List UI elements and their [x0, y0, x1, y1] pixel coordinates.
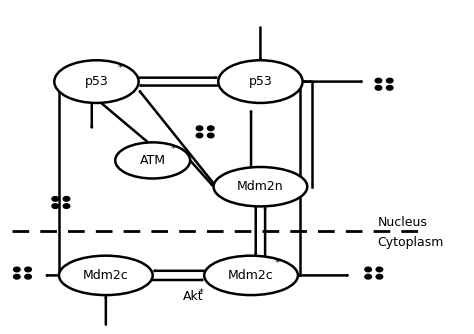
Ellipse shape: [218, 60, 302, 103]
Ellipse shape: [214, 167, 307, 206]
Ellipse shape: [55, 60, 138, 103]
Circle shape: [63, 197, 70, 201]
Circle shape: [52, 204, 58, 208]
Text: *: *: [274, 258, 279, 268]
Circle shape: [365, 267, 372, 272]
Text: p53: p53: [248, 75, 272, 88]
Circle shape: [386, 78, 393, 83]
Text: *: *: [199, 288, 203, 298]
Text: Mdm2c: Mdm2c: [83, 269, 129, 282]
Circle shape: [376, 275, 383, 279]
Circle shape: [375, 86, 382, 90]
Text: *: *: [117, 63, 122, 73]
Circle shape: [52, 197, 58, 201]
Text: Akt: Akt: [183, 290, 204, 303]
Text: *: *: [171, 144, 176, 154]
Ellipse shape: [204, 256, 298, 295]
Circle shape: [14, 275, 20, 279]
Ellipse shape: [59, 256, 153, 295]
Circle shape: [376, 267, 383, 272]
Circle shape: [386, 86, 393, 90]
Text: Nucleus: Nucleus: [377, 216, 428, 229]
Text: Mdm2n: Mdm2n: [237, 180, 284, 193]
Circle shape: [63, 204, 70, 208]
Circle shape: [208, 126, 214, 131]
Circle shape: [365, 275, 372, 279]
Circle shape: [196, 126, 203, 131]
Circle shape: [25, 267, 31, 272]
Circle shape: [208, 133, 214, 138]
Circle shape: [14, 267, 20, 272]
Text: p53: p53: [84, 75, 109, 88]
Text: Cytoplasm: Cytoplasm: [377, 236, 444, 249]
Text: Mdm2c: Mdm2c: [228, 269, 274, 282]
Ellipse shape: [115, 142, 190, 178]
Text: ATM: ATM: [140, 154, 166, 167]
Circle shape: [375, 78, 382, 83]
Circle shape: [25, 275, 31, 279]
Circle shape: [196, 133, 203, 138]
